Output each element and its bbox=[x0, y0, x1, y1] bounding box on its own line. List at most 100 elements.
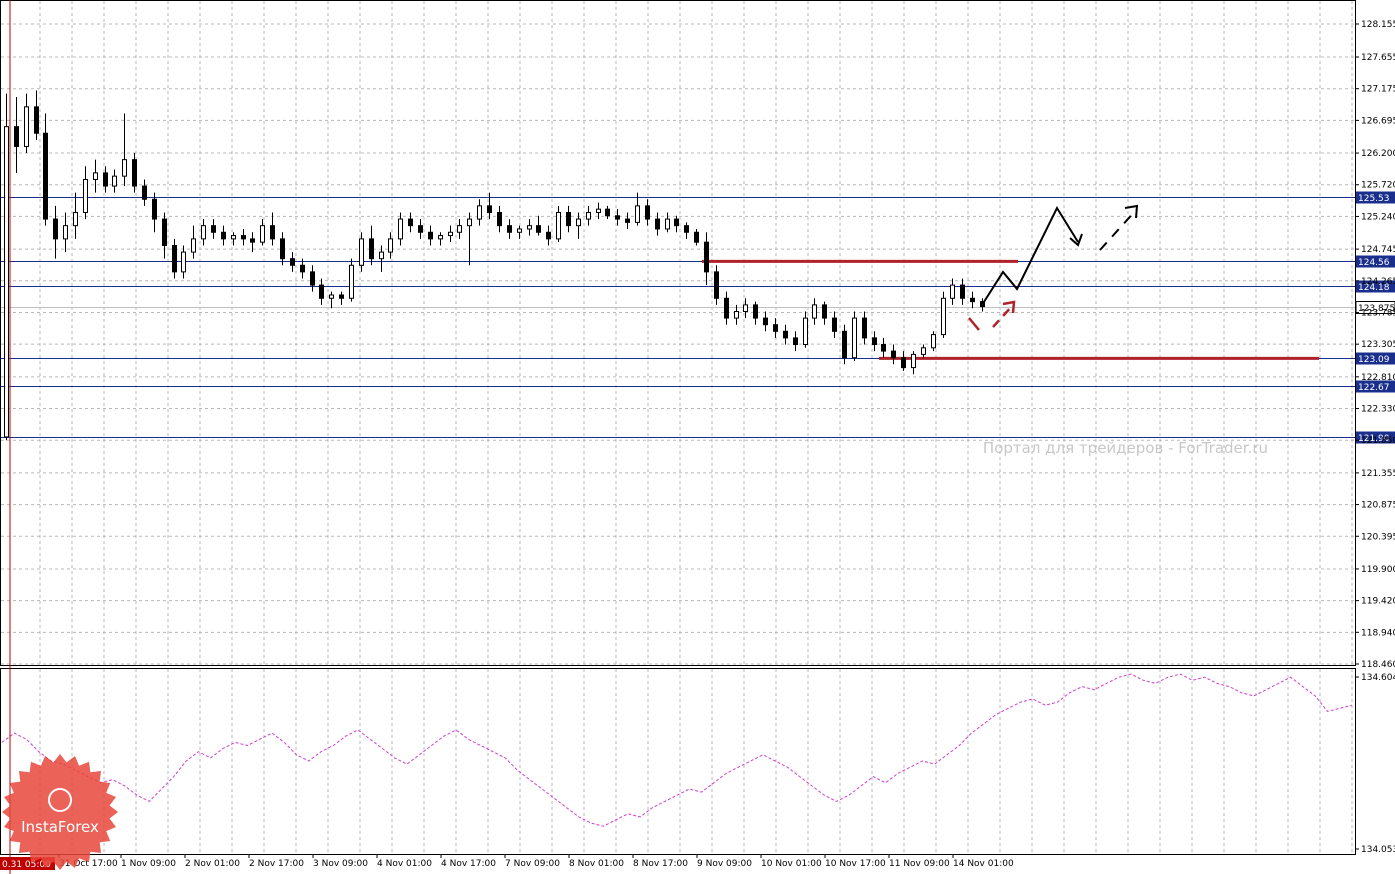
candle-body bbox=[832, 317, 837, 332]
x-tick-label: 31 Oct 17:00 bbox=[59, 859, 118, 869]
logo-emblem-icon bbox=[48, 788, 72, 812]
candle-body bbox=[546, 231, 551, 240]
level-tag bbox=[1356, 191, 1395, 204]
candle-body bbox=[536, 225, 541, 233]
candle-body bbox=[576, 218, 581, 227]
level-tag bbox=[1356, 352, 1395, 365]
level-tag bbox=[1356, 255, 1395, 268]
candle-body bbox=[753, 304, 758, 319]
main-panel-frame bbox=[0, 0, 1356, 666]
candle-body bbox=[941, 297, 946, 336]
level-tag bbox=[1356, 431, 1395, 444]
y-tick-label: 125.240 bbox=[1361, 212, 1395, 222]
candle-body bbox=[724, 297, 729, 319]
candle-body bbox=[872, 337, 877, 345]
y-tick-label: 124.265 bbox=[1361, 277, 1395, 287]
forecast-arrowhead-icon bbox=[1069, 233, 1083, 247]
indicator-y-tick-label: 134.053 bbox=[1361, 845, 1395, 855]
candle-body bbox=[950, 284, 955, 299]
red-zones bbox=[702, 259, 1319, 360]
candle-body bbox=[63, 225, 68, 240]
candle-body bbox=[191, 238, 196, 253]
candle-body bbox=[674, 218, 679, 227]
candle-body bbox=[684, 225, 689, 233]
candle-body bbox=[103, 172, 108, 187]
forecast-solid-path bbox=[981, 205, 1079, 306]
candle-body bbox=[428, 231, 433, 240]
x-tick-label: 10 Nov 01:00 bbox=[761, 859, 822, 869]
candle-body bbox=[457, 225, 462, 233]
level-tag-label: 125.53 bbox=[1358, 194, 1390, 204]
candle-body bbox=[319, 284, 324, 299]
candle-body bbox=[812, 304, 817, 319]
candle-body bbox=[615, 215, 620, 220]
candle-body bbox=[655, 218, 660, 230]
x-tick-label: 9 Nov 09:00 bbox=[697, 859, 752, 869]
candle-body bbox=[122, 159, 127, 177]
candle-body bbox=[388, 238, 393, 253]
x-tick-label: 2 Nov 17:00 bbox=[249, 859, 304, 869]
logo-text: InstaForex bbox=[21, 818, 99, 836]
y-tick-label: 127.655 bbox=[1361, 53, 1395, 63]
candle-body bbox=[221, 231, 226, 240]
y-tick-label: 121.850 bbox=[1361, 436, 1395, 446]
candle-body bbox=[477, 205, 482, 220]
candle-body bbox=[34, 106, 39, 134]
candle-body bbox=[201, 225, 206, 240]
watermark: Портал для трейдеров - ForTrader.ru bbox=[983, 439, 1268, 457]
x-tick-label: 8 Nov 01:00 bbox=[569, 859, 624, 869]
candle-body bbox=[773, 324, 778, 332]
candle-body bbox=[881, 343, 886, 352]
candle-body bbox=[665, 218, 670, 230]
y-tick-label: 121.355 bbox=[1361, 469, 1395, 479]
candle-body bbox=[43, 132, 48, 220]
candle-body bbox=[448, 231, 453, 237]
y-tick-label: 123.305 bbox=[1361, 340, 1395, 350]
candle-body bbox=[556, 211, 561, 240]
candle-body bbox=[398, 218, 403, 240]
x-tick-label: 8 Nov 17:00 bbox=[633, 859, 688, 869]
y-tick-label: 122.330 bbox=[1361, 405, 1395, 415]
x-tick-label: 3 Nov 09:00 bbox=[313, 859, 368, 869]
level-tag bbox=[1356, 380, 1395, 393]
candle-body bbox=[172, 244, 177, 273]
candle-body bbox=[822, 304, 827, 319]
indicator-series bbox=[1, 673, 1353, 827]
level-tag-label: 124.56 bbox=[1358, 258, 1390, 268]
y-tick-label: 120.395 bbox=[1361, 532, 1395, 542]
candle-body bbox=[783, 330, 788, 339]
candle-body bbox=[852, 317, 857, 359]
y-tick-label: 127.175 bbox=[1361, 85, 1395, 95]
candle-body bbox=[763, 317, 768, 326]
y-tick-label: 119.900 bbox=[1361, 565, 1395, 575]
candle-body bbox=[231, 235, 236, 240]
candle-body bbox=[359, 238, 364, 266]
candle-body bbox=[418, 225, 423, 233]
candle-body bbox=[339, 294, 344, 299]
red-forecast-arrowhead-icon bbox=[1002, 300, 1016, 314]
x-tick-label: 4 Nov 17:00 bbox=[441, 859, 496, 869]
candles bbox=[4, 90, 985, 441]
x-tick-label: 10 Nov 17:00 bbox=[825, 859, 886, 869]
candle-body bbox=[891, 350, 896, 359]
y-tick-label: 118.460 bbox=[1361, 660, 1395, 670]
candle-body bbox=[645, 205, 650, 220]
candle-body bbox=[4, 126, 9, 438]
candle-body bbox=[527, 225, 532, 230]
candle-body bbox=[842, 330, 847, 359]
candle-body bbox=[300, 264, 305, 273]
x-tick-label: 7 Nov 09:00 bbox=[505, 859, 560, 869]
candle-body bbox=[438, 235, 443, 240]
candle-body bbox=[635, 205, 640, 223]
y-tick-label: 126.200 bbox=[1361, 149, 1395, 159]
candle-body bbox=[487, 205, 492, 213]
forecast-arrowhead-icon bbox=[1124, 204, 1139, 219]
red-forecast-dash bbox=[968, 317, 980, 331]
y-tick-label: 125.720 bbox=[1361, 181, 1395, 191]
indicator-panel-frame bbox=[0, 668, 1356, 855]
candle-body bbox=[960, 284, 965, 299]
level-tag-label: 122.67 bbox=[1358, 383, 1390, 393]
candle-body bbox=[734, 310, 739, 319]
indicator-y-tick-label: 134.604 bbox=[1361, 673, 1395, 683]
